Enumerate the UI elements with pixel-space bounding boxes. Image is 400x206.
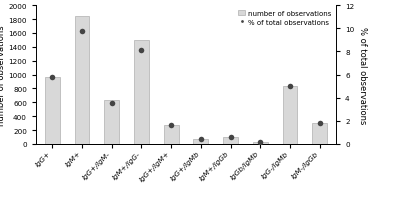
Bar [312,123,327,144]
Bar [194,140,208,144]
Bar [282,87,297,144]
Bar [75,16,90,144]
Bar [134,41,149,144]
Y-axis label: % of total observations: % of total observations [358,27,368,124]
Bar [223,137,238,144]
Y-axis label: number of observations: number of observations [0,25,6,125]
Bar [164,126,178,144]
Bar [104,101,119,144]
Legend: number of observations, % of total observations: number of observations, % of total obser… [237,10,332,27]
Bar [253,142,268,144]
Bar [45,78,60,144]
